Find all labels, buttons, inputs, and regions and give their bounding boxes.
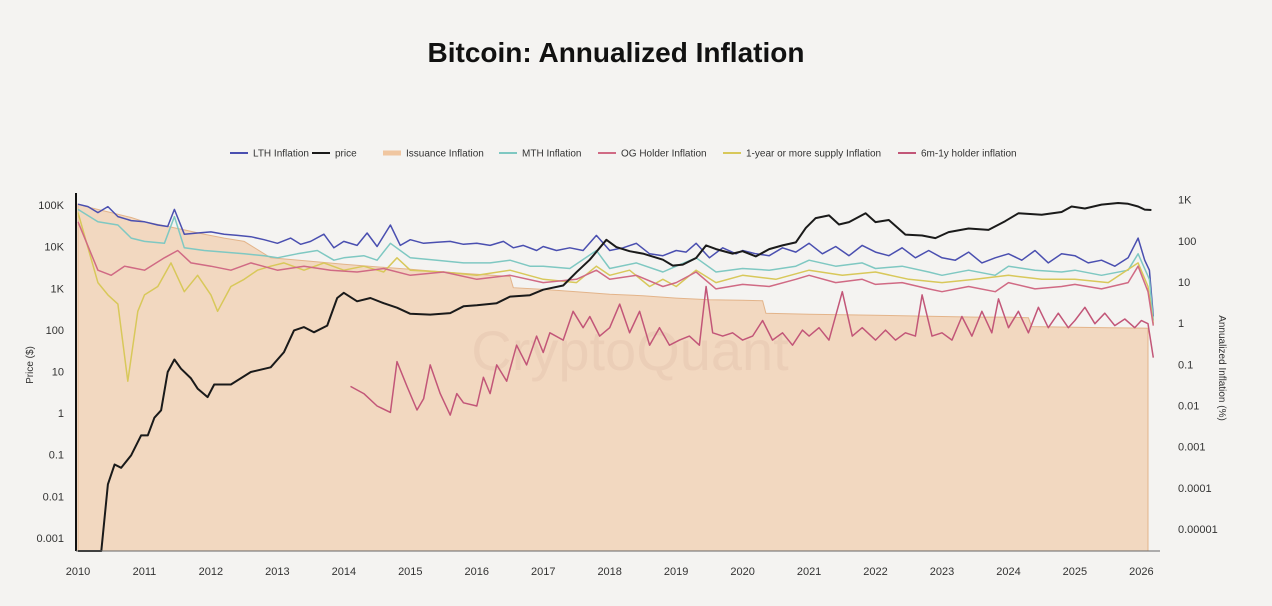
legend-item-6m-1y-holder-inflation[interactable]: 6m-1y holder inflation [898, 149, 1017, 160]
y-left-tick-label: 100K [38, 200, 64, 212]
y-right-tick-label: 0.00001 [1178, 524, 1218, 536]
legend-item-price[interactable]: price [312, 149, 357, 160]
legend-item-1-year-or-more-supply-inflation[interactable]: 1-year or more supply Inflation [723, 149, 881, 160]
series-og-holder-inflation-line [77, 221, 1155, 326]
x-tick-label: 2024 [996, 566, 1020, 578]
y-right-tick-label: 0.001 [1178, 442, 1206, 454]
x-tick-label: 2013 [265, 566, 289, 578]
y-right-tick-label: 0.01 [1178, 401, 1199, 413]
legend-item-og-holder-inflation[interactable]: OG Holder Inflation [598, 149, 707, 160]
x-tick-label: 2020 [730, 566, 754, 578]
y-right-axis-label: Annualized Inflation (%) [1216, 315, 1227, 421]
legend-item-mth-inflation[interactable]: MTH Inflation [499, 149, 581, 160]
x-tick-label: 2014 [332, 566, 356, 578]
x-tick-label: 2023 [930, 566, 954, 578]
axes-layer: 0.001 0.01 0.1 1 10 100 1K 10K 100K 0.00001 0.0001… [25, 193, 1227, 578]
legend-label: 1-year or more supply Inflation [746, 149, 881, 160]
x-tick-label: 2021 [797, 566, 821, 578]
legend-label: price [335, 149, 357, 160]
y-right-tick-label: 0.0001 [1178, 483, 1212, 495]
y-left-tick-label: 10 [52, 367, 64, 379]
legend-label: Issuance Inflation [406, 149, 484, 160]
legend-label: MTH Inflation [522, 149, 581, 160]
y-right-tick-label: 0.1 [1178, 359, 1193, 371]
y-left-tick-label: 0.001 [36, 533, 64, 545]
y-right-tick-label: 1K [1178, 195, 1192, 207]
series-price-line [78, 202, 1152, 552]
area-layer [77, 203, 1149, 552]
y-right-tick-label: 1 [1178, 318, 1184, 330]
x-tick-label: 2019 [664, 566, 688, 578]
legend-label: OG Holder Inflation [621, 149, 707, 160]
y-left-tick-label: 1K [51, 283, 65, 295]
y-right-tick-label: 10 [1178, 277, 1190, 289]
lines-layer [77, 202, 1155, 552]
legend-item-lth-inflation[interactable]: LTH Inflation [230, 149, 309, 160]
y-left-tick-label: 10K [44, 242, 64, 254]
watermark: CryptoQuant [471, 319, 789, 382]
legend-label: 6m-1y holder inflation [921, 149, 1017, 160]
legend-item-issuance-inflation[interactable]: Issuance Inflation [383, 149, 484, 160]
y-left-tick-label: 0.01 [43, 491, 64, 503]
legend: LTH Inflation price Issuance Inflation MTH … [230, 149, 1017, 160]
y-left-tick-label: 1 [58, 408, 64, 420]
chart-title: Bitcoin: Annualized Inflation [428, 37, 805, 68]
x-tick-label: 2012 [199, 566, 223, 578]
x-tick-label: 2025 [1063, 566, 1087, 578]
series-issuance-inflation-area [77, 203, 1149, 552]
y-left-axis-label: Price ($) [25, 346, 36, 384]
x-tick-label: 2016 [465, 566, 489, 578]
legend-label: LTH Inflation [253, 149, 309, 160]
x-tick-label: 2015 [398, 566, 422, 578]
x-tick-label: 2022 [863, 566, 887, 578]
y-left-tick-label: 0.1 [49, 450, 64, 462]
x-tick-label: 2018 [597, 566, 621, 578]
y-right-tick-label: 100 [1178, 236, 1196, 248]
series-6m-1y-holder-inflation-line [350, 285, 1155, 416]
x-tick-label: 2011 [133, 566, 157, 578]
series-mth-inflation-line [77, 208, 1155, 321]
y-left-tick-label: 100 [46, 325, 64, 337]
x-tick-label: 2010 [66, 566, 90, 578]
x-tick-label: 2017 [531, 566, 555, 578]
series-1-year-or-more-supply-inflation-line [77, 212, 1155, 382]
x-tick-label: 2026 [1129, 566, 1153, 578]
